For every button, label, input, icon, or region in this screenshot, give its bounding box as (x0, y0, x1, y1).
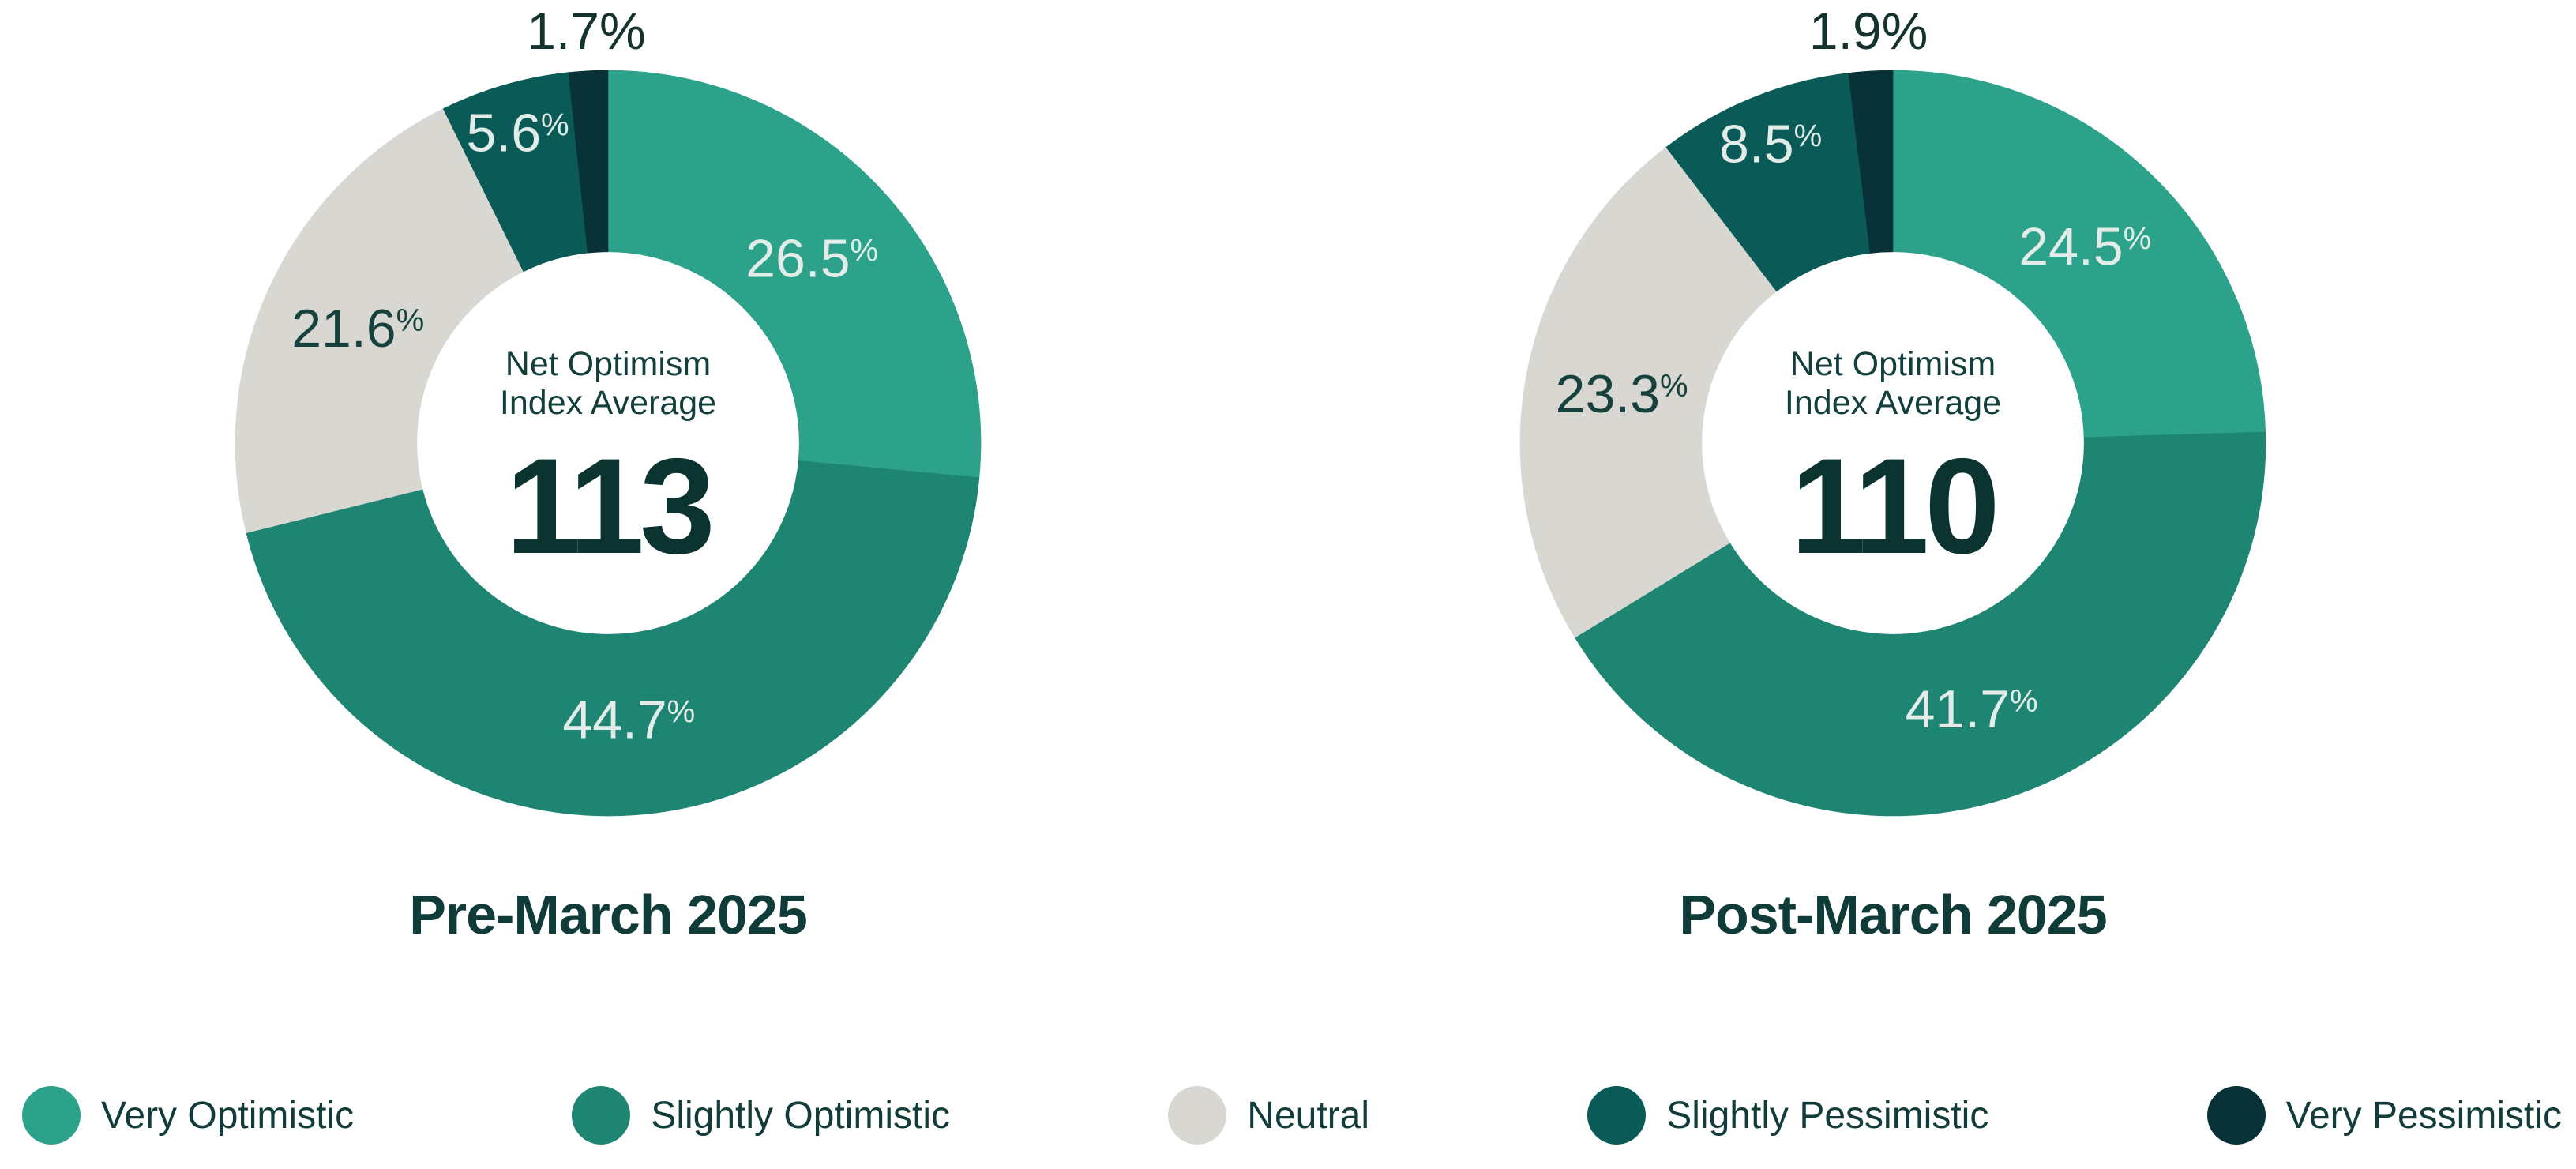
legend-label-slightly-pessimistic: Slightly Pessimistic (1666, 1094, 1989, 1137)
legend-label-very-optimistic: Very Optimistic (101, 1094, 355, 1137)
donut-chart-pre-march-2025: 26.5% 44.7% 21.6% 5.6% 1.7% Net Optimism Ind… (213, 0, 1003, 964)
center-caption-line1: Net Optimism (505, 345, 712, 383)
slice-very-pessimistic (1848, 70, 1894, 254)
legend-item-slightly-optimistic: Slightly Optimistic (572, 1086, 950, 1145)
value-label-very-pessimistic: 1.9% (1809, 2, 1928, 60)
value-label-very-pessimistic: 1.7% (527, 2, 645, 60)
center-caption-line1: Net Optimism (1789, 345, 1996, 383)
slice-very-pessimistic (568, 70, 609, 254)
legend-label-neutral: Neutral (1247, 1094, 1370, 1137)
legend-item-very-pessimistic: Very Pessimistic (2206, 1086, 2562, 1145)
legend-swatch-slightly-pessimistic (1587, 1086, 1647, 1145)
legend-item-neutral: Neutral (1168, 1086, 1369, 1145)
donut-chart-post-march-2025: 24.5% 41.7% 23.3% 8.5% 1.9% Net Optimism Ind… (1498, 0, 2288, 964)
slice-very-optimistic (607, 70, 982, 478)
slice-slightly-optimistic (1574, 431, 2266, 817)
legend-swatch-very-optimistic (22, 1086, 81, 1145)
value-label-slightly-pessimistic: 8.5% (1719, 115, 1822, 175)
center-caption-line2: Index Average (1784, 384, 2002, 422)
legend-item-slightly-pessimistic: Slightly Pessimistic (1587, 1086, 1988, 1145)
legend: Very Optimistic Slightly Optimistic Neut… (22, 1086, 2562, 1145)
legend-swatch-slightly-optimistic (572, 1086, 631, 1145)
legend-swatch-very-pessimistic (2206, 1086, 2266, 1145)
chart-title-pre-march-2025: Pre-March 2025 (409, 884, 808, 945)
net-optimism-index-value: 110 (1790, 430, 2000, 582)
slice-slightly-optimistic (246, 460, 980, 817)
slice-neutral (235, 108, 524, 534)
legend-label-very-pessimistic: Very Pessimistic (2285, 1094, 2562, 1137)
donut-center-pre-march-2025: Net Optimism Index Average 113 (417, 252, 799, 634)
donut-center-post-march-2025: Net Optimism Index Average 110 (1702, 252, 2084, 634)
net-optimism-index-value: 113 (505, 430, 715, 582)
center-caption-line2: Index Average (499, 384, 717, 422)
donut-svg-post-march-2025: 24.5%41.7%23.3%8.5%1.9% (1519, 2, 2266, 817)
donut-svg-pre-march-2025: 26.5%44.7%21.6%5.6%1.7% (235, 2, 982, 817)
legend-swatch-neutral (1168, 1086, 1227, 1145)
chart-title-post-march-2025: Post-March 2025 (1679, 884, 2107, 945)
value-label-very-optimistic: 26.5% (745, 229, 878, 289)
slice-very-optimistic (1892, 70, 2266, 438)
legend-label-slightly-optimistic: Slightly Optimistic (651, 1094, 951, 1137)
legend-item-very-optimistic: Very Optimistic (22, 1086, 354, 1145)
slice-neutral (1519, 147, 1778, 638)
